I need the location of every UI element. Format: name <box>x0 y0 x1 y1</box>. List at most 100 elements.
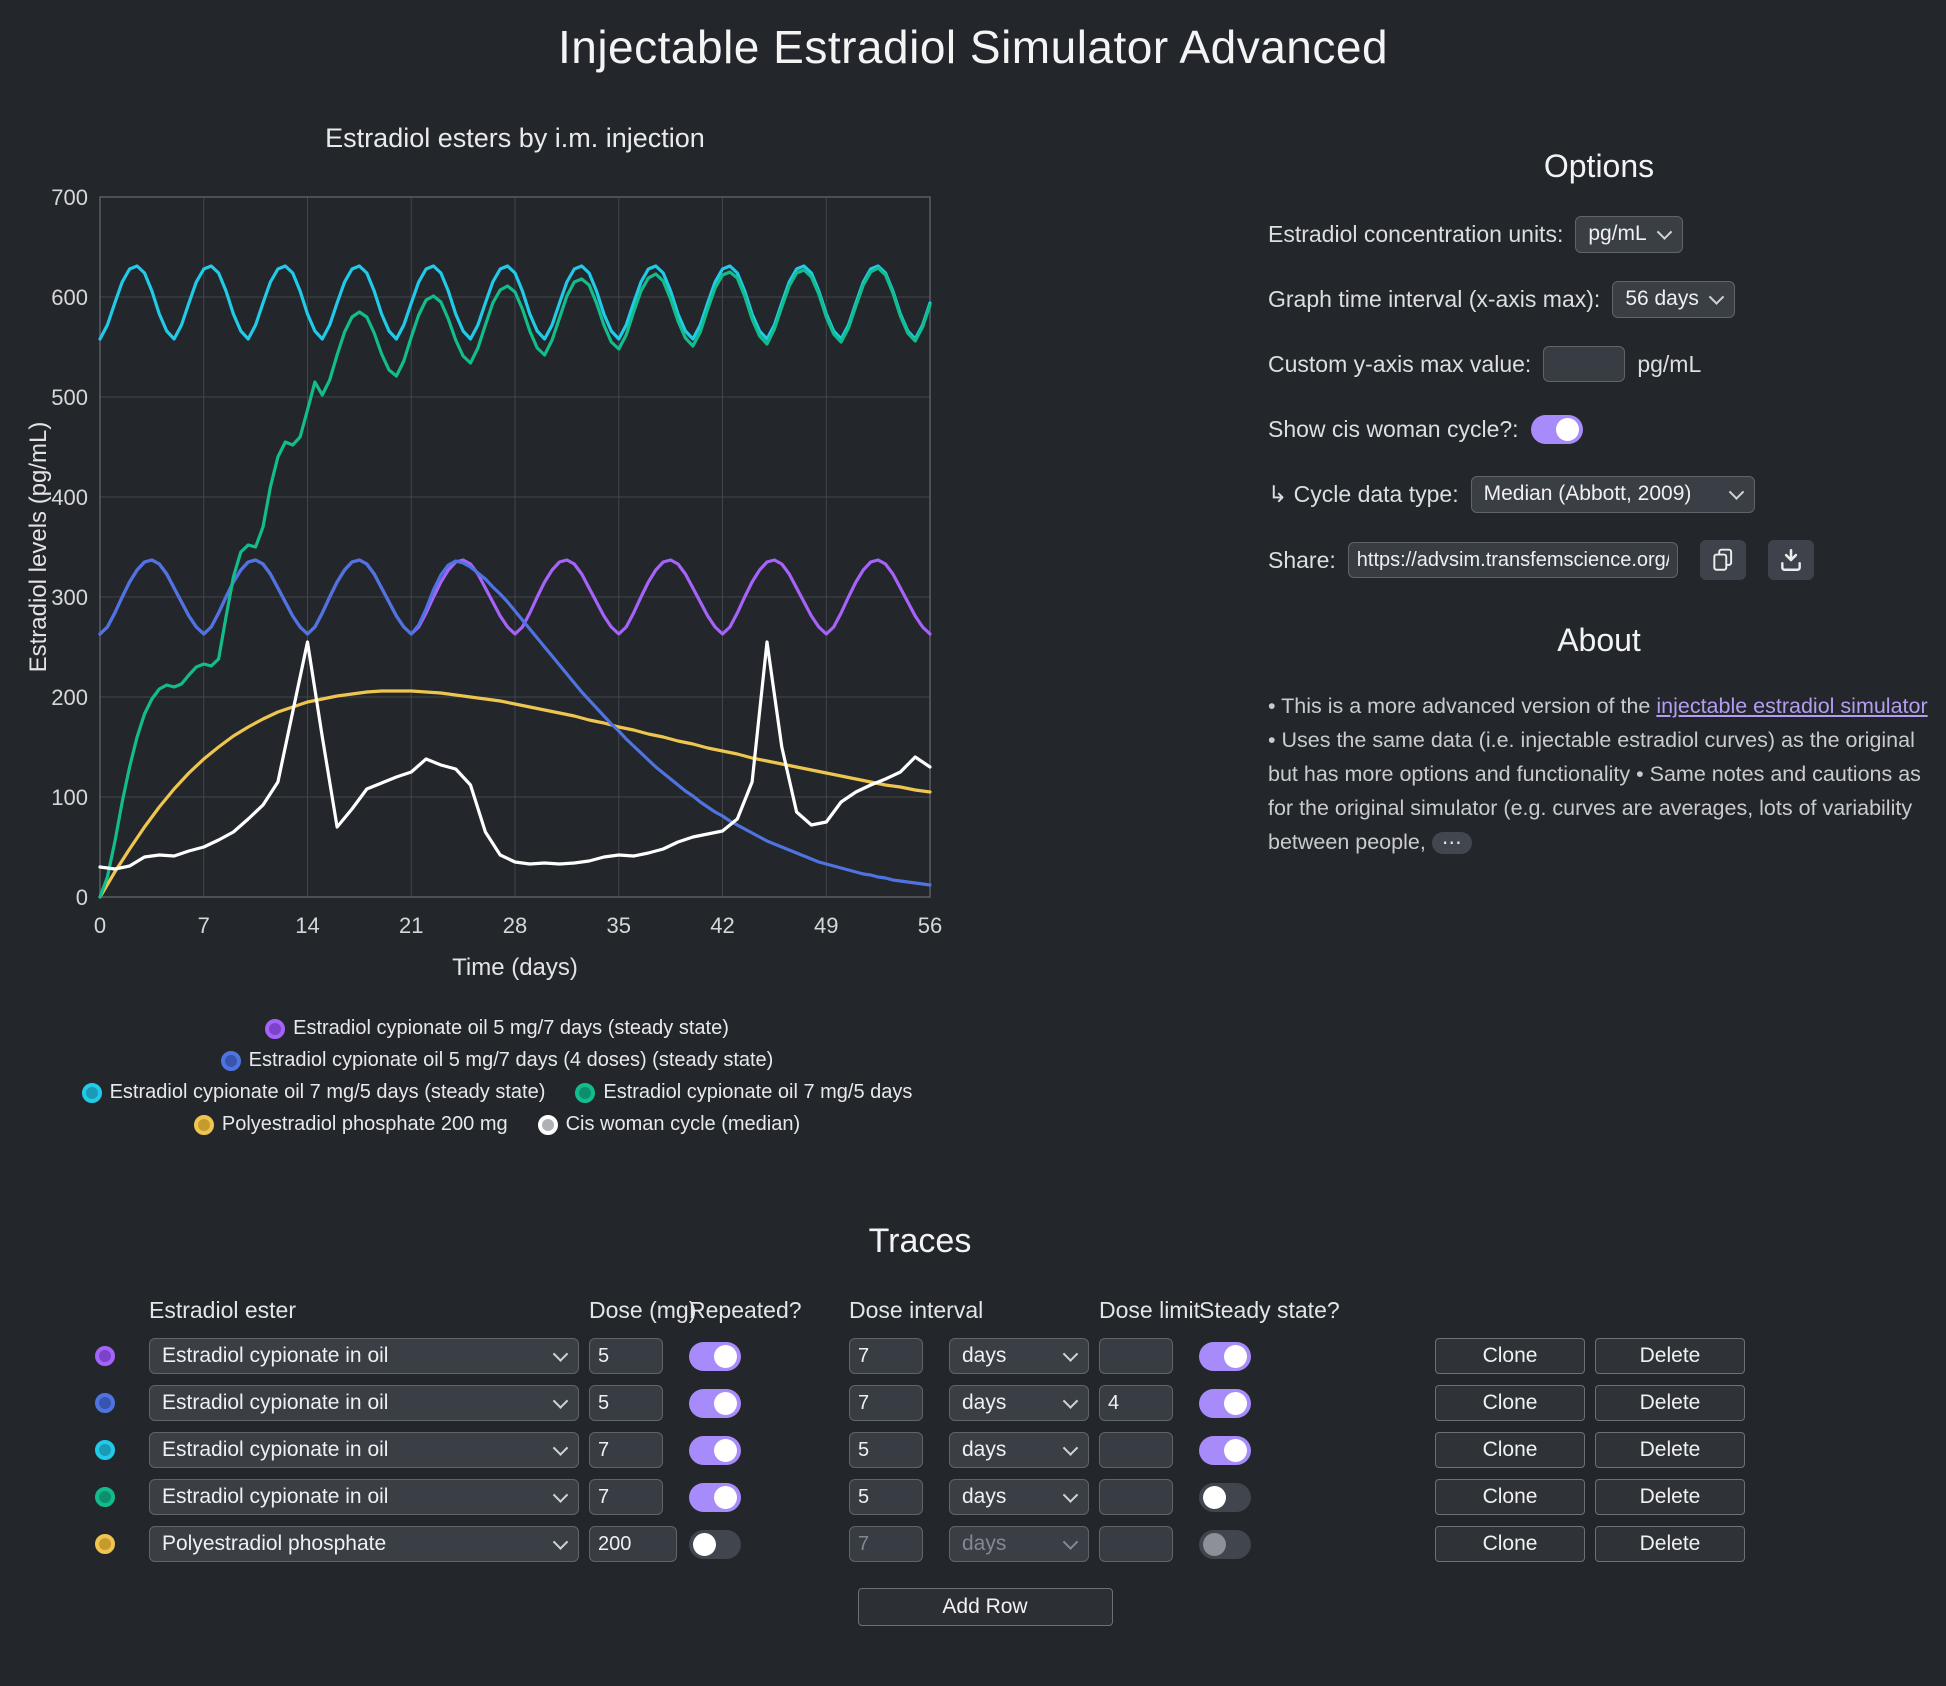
legend-item[interactable]: Polyestradiol phosphate 200 mg <box>193 1113 508 1136</box>
dose-input[interactable] <box>589 1526 677 1562</box>
trace-row: Estradiol cypionate in oil days Clone Delet… <box>95 1432 1795 1468</box>
interval-unit-value: days <box>962 1531 1007 1555</box>
steady-state-cell <box>1199 1341 1359 1371</box>
steady-state-toggle[interactable] <box>1199 1529 1251 1559</box>
x-tick-label: 42 <box>710 913 734 938</box>
repeated-toggle[interactable] <box>689 1341 741 1371</box>
dose-input[interactable] <box>589 1479 663 1515</box>
chevron-down-icon <box>552 1393 569 1409</box>
clone-button[interactable]: Clone <box>1435 1385 1585 1421</box>
legend-row: Estradiol cypionate oil 5 mg/7 days (ste… <box>265 1017 729 1040</box>
delete-button[interactable]: Delete <box>1595 1526 1745 1562</box>
delete-button[interactable]: Delete <box>1595 1385 1745 1421</box>
interval-unit-value: days <box>962 1437 1007 1461</box>
ester-select[interactable]: Estradiol cypionate in oil <box>149 1432 579 1468</box>
legend-label: Estradiol cypionate oil 5 mg/7 days (ste… <box>293 1017 729 1039</box>
repeated-toggle[interactable] <box>689 1435 741 1465</box>
dose-limit-input[interactable] <box>1099 1432 1173 1468</box>
download-button[interactable] <box>1767 540 1814 580</box>
dose-input[interactable] <box>589 1432 663 1468</box>
legend-item[interactable]: Estradiol cypionate oil 5 mg/7 days (ste… <box>265 1017 729 1040</box>
dose-input[interactable] <box>589 1338 663 1374</box>
time-interval-label: Graph time interval (x-axis max): <box>1268 285 1601 312</box>
repeated-toggle[interactable] <box>689 1529 741 1559</box>
interval-input[interactable] <box>849 1479 923 1515</box>
steady-state-cell <box>1199 1435 1359 1465</box>
trace-color-cell <box>95 1346 139 1366</box>
interval-input[interactable] <box>849 1385 923 1421</box>
steady-state-toggle[interactable] <box>1199 1482 1251 1512</box>
series-line-5 <box>98 640 932 871</box>
steady-state-toggle[interactable] <box>1199 1435 1251 1465</box>
chart-block: 0 7 14 21 28 35 42 49 56 0 100 200 300 400 500 600 700 Es… <box>22 105 972 1136</box>
interval-unit-select[interactable]: days <box>949 1479 1089 1515</box>
interval-unit-select[interactable]: days <box>949 1432 1089 1468</box>
copy-link-button[interactable] <box>1699 540 1746 580</box>
interval-input[interactable] <box>849 1338 923 1374</box>
repeated-toggle[interactable] <box>689 1388 741 1418</box>
chevron-down-icon <box>1728 484 1744 500</box>
simulator-link[interactable]: injectable estradiol simulator <box>1656 694 1928 718</box>
interval-unit-select[interactable]: days <box>949 1385 1089 1421</box>
clone-button[interactable]: Clone <box>1435 1479 1585 1515</box>
ester-select[interactable]: Estradiol cypionate in oil <box>149 1385 579 1421</box>
repeated-toggle[interactable] <box>689 1482 741 1512</box>
options-panel: Options Estradiol concentration units: p… <box>1268 148 1930 859</box>
dose-limit-input[interactable] <box>1099 1526 1173 1562</box>
steady-state-toggle[interactable] <box>1199 1388 1251 1418</box>
traces-heading: Traces <box>868 1222 972 1260</box>
legend-item[interactable]: Estradiol cypionate oil 7 mg/5 days <box>575 1081 912 1104</box>
dose-limit-input[interactable] <box>1099 1385 1173 1421</box>
share-label: Share: <box>1268 546 1336 573</box>
x-tick-label: 14 <box>295 913 319 938</box>
trace-color-cell <box>95 1440 139 1460</box>
toggle-knob <box>1555 417 1579 441</box>
interval-input[interactable] <box>849 1526 923 1562</box>
expand-more-button[interactable]: ⋯ <box>1431 832 1472 855</box>
chevron-down-icon <box>1062 1534 1079 1550</box>
x-tick-label: 0 <box>94 913 106 938</box>
trace-row: Estradiol cypionate in oil days Clone Delet… <box>95 1338 1795 1374</box>
interval-unit-select[interactable]: days <box>949 1526 1089 1562</box>
add-row-button[interactable]: Add Row <box>857 1588 1113 1626</box>
legend-marker-icon <box>220 1050 241 1071</box>
interval-unit-select[interactable]: days <box>949 1338 1089 1374</box>
toggle-knob <box>714 1438 737 1462</box>
show-cycle-toggle[interactable] <box>1530 414 1583 444</box>
x-tick-label: 28 <box>503 913 527 938</box>
dose-limit-input[interactable] <box>1099 1479 1173 1515</box>
interval-unit-value: days <box>962 1343 1007 1367</box>
dose-input[interactable] <box>589 1385 663 1421</box>
delete-button[interactable]: Delete <box>1595 1479 1745 1515</box>
time-interval-select[interactable]: 56 days <box>1612 280 1735 318</box>
ester-select[interactable]: Estradiol cypionate in oil <box>149 1479 579 1515</box>
share-url-input[interactable] <box>1347 542 1678 578</box>
interval-unit-value: days <box>962 1390 1007 1414</box>
ymax-input[interactable] <box>1543 346 1626 382</box>
ester-select[interactable]: Polyestradiol phosphate <box>149 1526 579 1562</box>
units-select[interactable]: pg/mL <box>1575 215 1683 253</box>
series-line-4 <box>98 689 932 899</box>
chevron-down-icon <box>552 1346 569 1362</box>
cycle-type-select-value: Median (Abbott, 2009) <box>1483 481 1692 505</box>
dose-limit-input[interactable] <box>1099 1338 1173 1374</box>
ester-select[interactable]: Estradiol cypionate in oil <box>149 1338 579 1374</box>
legend-item[interactable]: Estradiol cypionate oil 5 mg/7 days (4 d… <box>220 1049 773 1072</box>
y-tick-label: 200 <box>51 685 88 710</box>
cycle-type-select[interactable]: Median (Abbott, 2009) <box>1470 475 1755 513</box>
legend-item[interactable]: Cis woman cycle (median) <box>537 1113 800 1136</box>
delete-button[interactable]: Delete <box>1595 1338 1745 1374</box>
clone-button[interactable]: Clone <box>1435 1338 1585 1374</box>
clone-button[interactable]: Clone <box>1435 1432 1585 1468</box>
steady-state-toggle[interactable] <box>1199 1341 1251 1371</box>
interval-input[interactable] <box>849 1432 923 1468</box>
repeated-cell <box>689 1482 839 1512</box>
clone-button[interactable]: Clone <box>1435 1526 1585 1562</box>
ester-select-value: Estradiol cypionate in oil <box>162 1484 389 1508</box>
trace-color-cell <box>95 1534 139 1554</box>
delete-button[interactable]: Delete <box>1595 1432 1745 1468</box>
legend-item[interactable]: Estradiol cypionate oil 7 mg/5 days (ste… <box>81 1081 545 1104</box>
toggle-knob <box>1224 1344 1247 1368</box>
trace-color-dot <box>95 1393 115 1413</box>
chevron-down-icon <box>552 1440 569 1456</box>
